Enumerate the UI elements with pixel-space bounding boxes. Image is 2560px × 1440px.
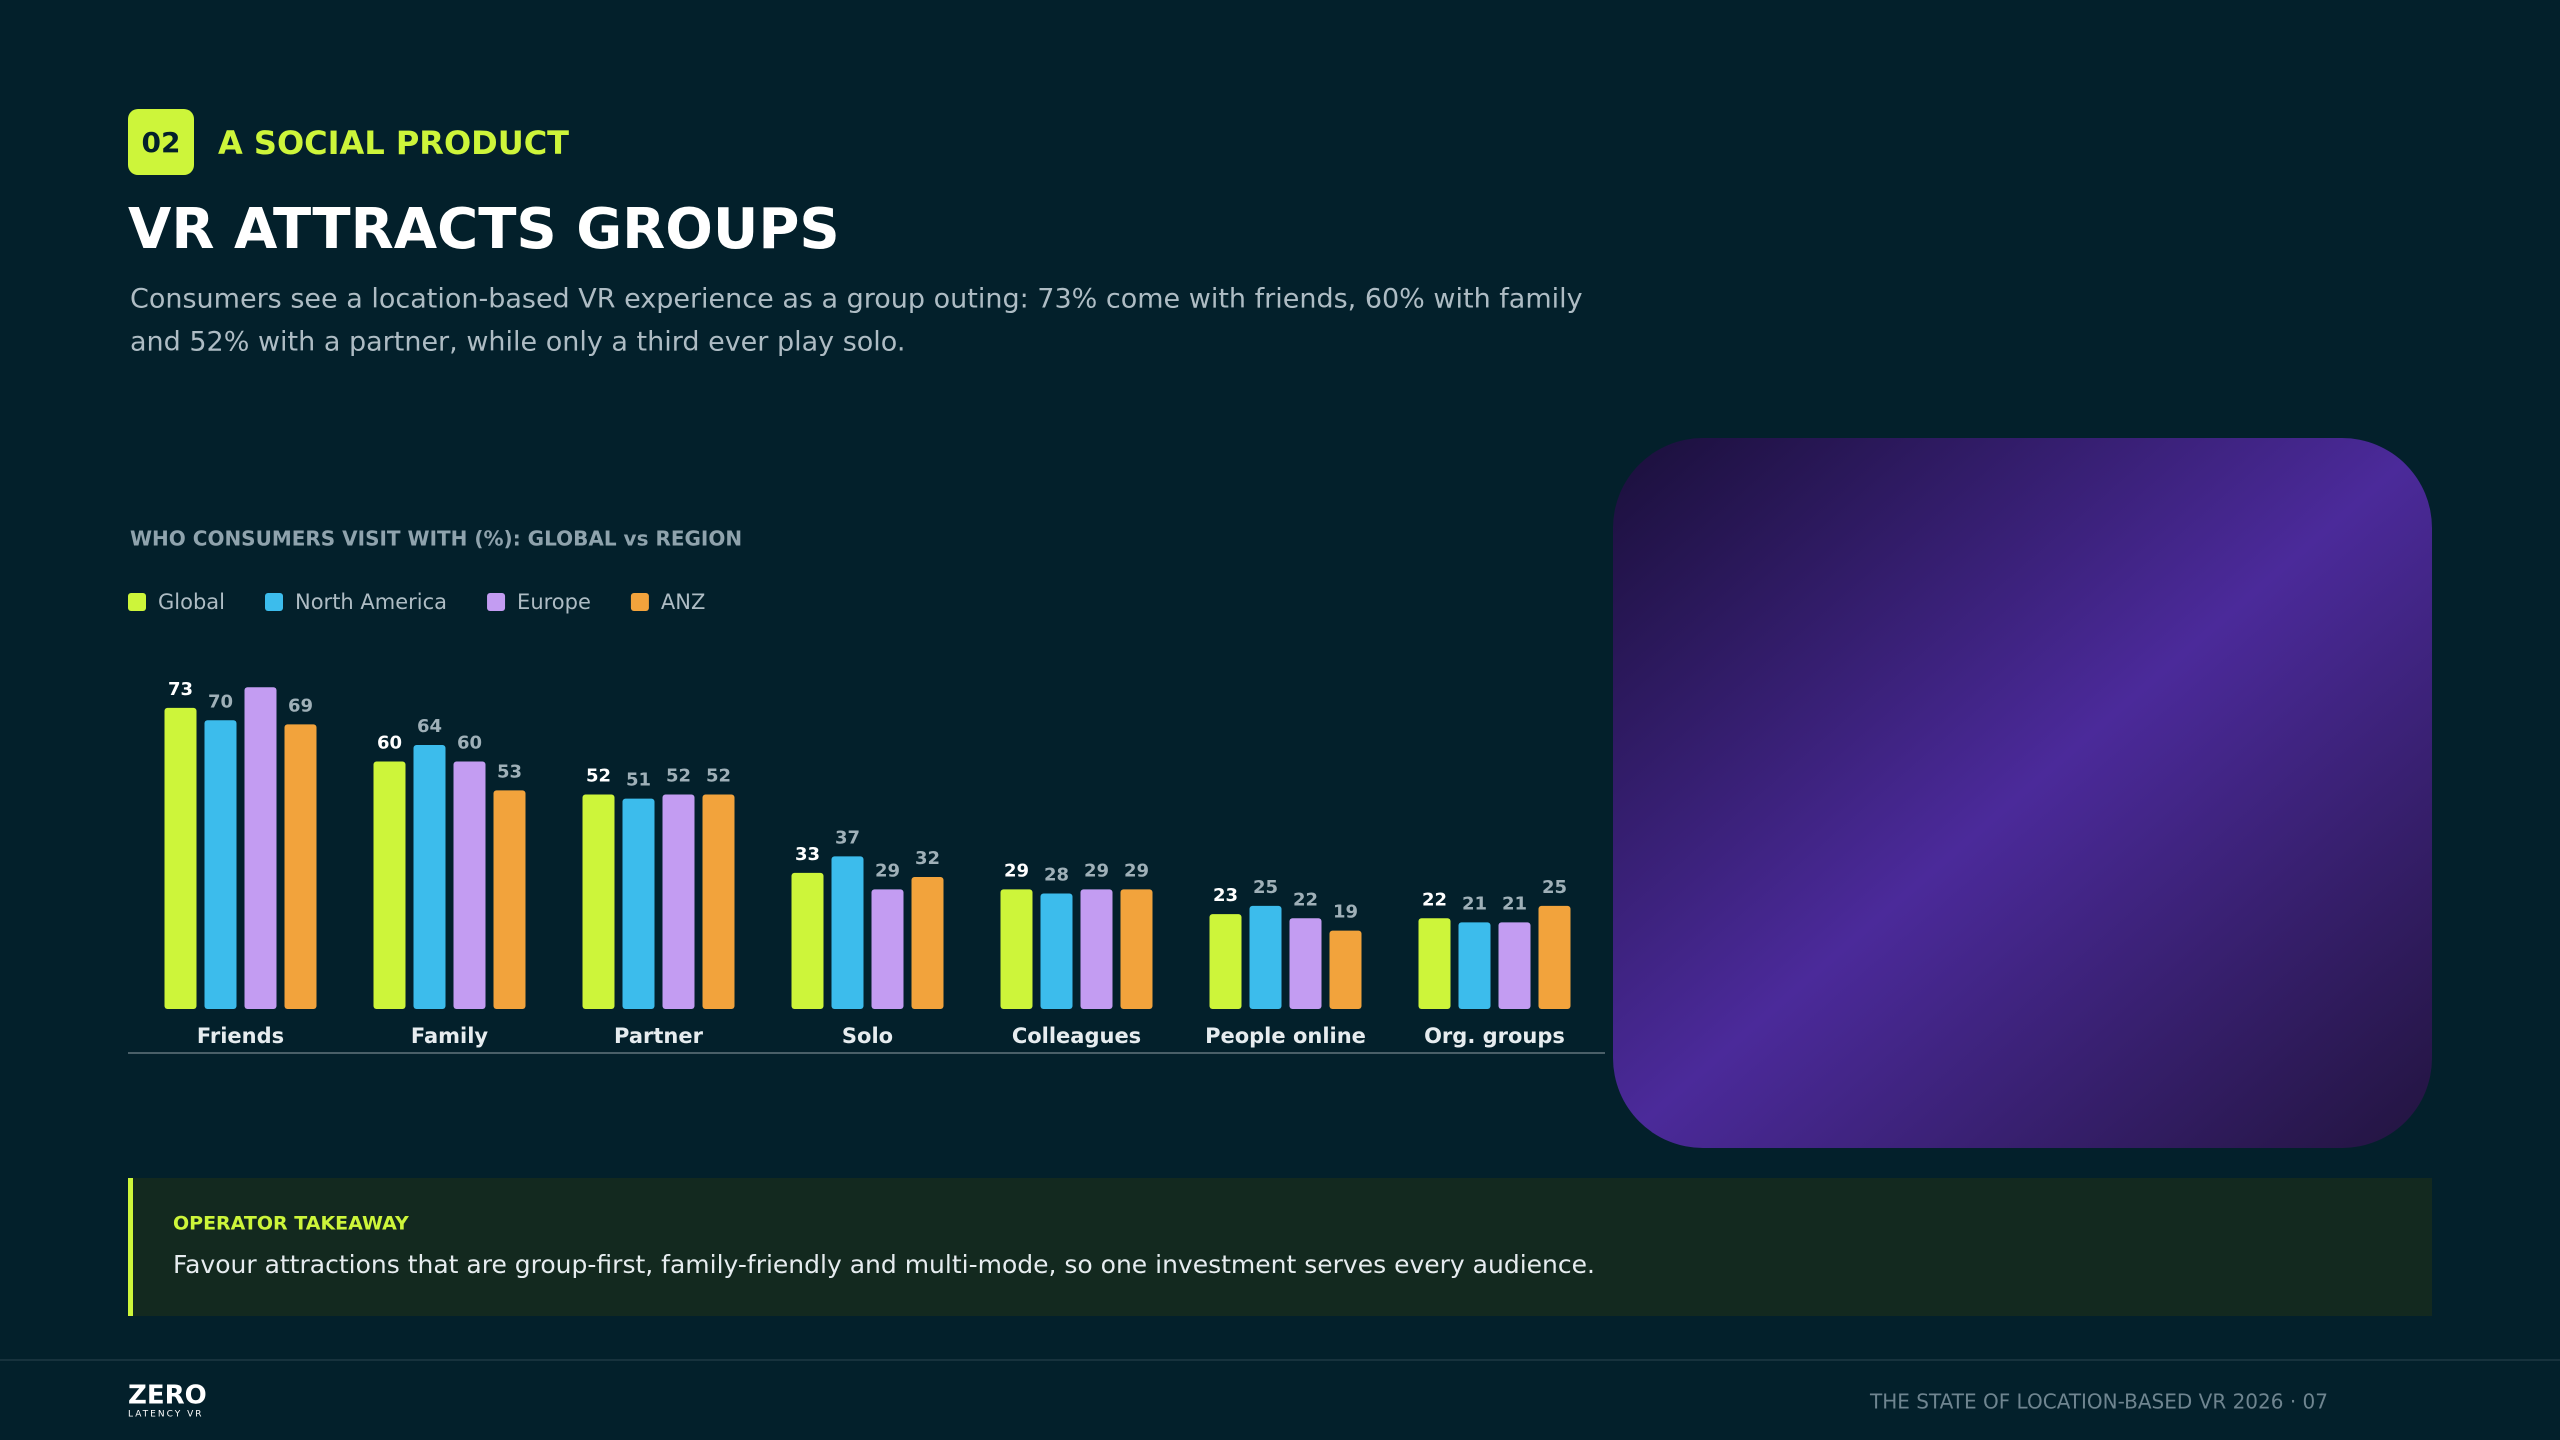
takeaway-box [128, 1178, 2432, 1316]
bar [1498, 922, 1531, 1009]
title: VR ATTRACTS GROUPS [128, 197, 840, 262]
bar [1329, 930, 1362, 1009]
legend-swatch [265, 593, 283, 611]
subtitle: and 52% with a partner, while only a thi… [130, 327, 905, 358]
legend-swatch [128, 593, 146, 611]
value-label: 70 [208, 691, 233, 712]
x-tick-label: Org. groups [1424, 1024, 1565, 1048]
bar [1289, 918, 1322, 1009]
x-tick-label: Colleagues [1012, 1024, 1141, 1048]
x-tick-label: Solo [842, 1024, 893, 1048]
value-label: 25 [1542, 877, 1567, 898]
legend-swatch [630, 593, 649, 611]
chart-title: WHO CONSUMERS VISIT WITH (%): GLOBAL vs … [130, 527, 742, 551]
bar [831, 856, 864, 1009]
legend-label: ANZ [661, 590, 705, 614]
takeaway-accent [128, 1178, 133, 1316]
badge-number: 02 [142, 126, 181, 159]
bar [164, 707, 197, 1009]
bar [702, 794, 735, 1009]
bar [1418, 918, 1451, 1009]
value-label: 29 [1004, 860, 1029, 881]
value-label: 28 [1044, 865, 1069, 886]
bar [911, 877, 944, 1009]
value-label: 22 [1293, 889, 1318, 910]
bar [1040, 893, 1073, 1009]
bar [1538, 905, 1571, 1009]
value-label: 53 [497, 761, 522, 782]
bar [1249, 905, 1282, 1009]
bar [204, 720, 237, 1009]
value-label: 60 [377, 733, 402, 754]
value-label: 37 [835, 827, 860, 848]
value-label: 73 [168, 679, 193, 700]
x-tick-label: Friends [197, 1024, 284, 1048]
legend-label: Global [158, 590, 225, 614]
bar [244, 687, 277, 1009]
badge [128, 109, 194, 175]
logo-sub: LATENCY VR [128, 1410, 204, 1420]
x-tick-label: People online [1205, 1024, 1366, 1048]
x-tick-label: Partner [614, 1024, 704, 1048]
photo [1613, 438, 2432, 1148]
value-label: 52 [586, 766, 611, 787]
bar [1458, 922, 1491, 1009]
bar [373, 761, 406, 1009]
bar [1209, 914, 1242, 1009]
value-label: 52 [666, 766, 691, 787]
value-label: 21 [1502, 893, 1527, 914]
logo: ZERO [128, 1381, 207, 1411]
takeaway-text: Favour attractions that are group-first,… [173, 1250, 1595, 1279]
value-label: 32 [915, 848, 940, 869]
bar [871, 889, 904, 1009]
value-label: 52 [706, 766, 731, 787]
value-label: 60 [457, 733, 482, 754]
legend-label: North America [295, 590, 447, 614]
value-label: 33 [795, 844, 820, 865]
footer-text: THE STATE OF LOCATION-BASED VR 2026 · 07 [1869, 1390, 2328, 1414]
bar [582, 794, 615, 1009]
bar [662, 794, 695, 1009]
value-label: 22 [1422, 889, 1447, 910]
bar [791, 872, 824, 1009]
section-label: A SOCIAL PRODUCT [218, 124, 569, 162]
bar [284, 724, 317, 1009]
value-label: 29 [1084, 860, 1109, 881]
value-label: 21 [1462, 893, 1487, 914]
value-label: 29 [1124, 860, 1149, 881]
value-label: 23 [1213, 885, 1238, 906]
value-label: 29 [875, 860, 900, 881]
legend-label: Europe [517, 590, 591, 614]
bar [1080, 889, 1113, 1009]
x-tick-label: Family [411, 1024, 489, 1048]
value-label: 19 [1333, 902, 1358, 923]
value-label: 51 [626, 770, 651, 791]
bar [622, 798, 655, 1009]
value-label: 25 [1253, 877, 1278, 898]
value-label: 69 [288, 695, 313, 716]
bar [1000, 889, 1033, 1009]
value-label: 64 [417, 716, 442, 737]
legend-swatch [487, 593, 506, 611]
bar [493, 790, 526, 1009]
takeaway-label: OPERATOR TAKEAWAY [173, 1213, 409, 1235]
bar [453, 761, 486, 1009]
subtitle: Consumers see a location-based VR experi… [130, 284, 1583, 315]
bar [1120, 889, 1153, 1009]
bar [413, 745, 446, 1009]
